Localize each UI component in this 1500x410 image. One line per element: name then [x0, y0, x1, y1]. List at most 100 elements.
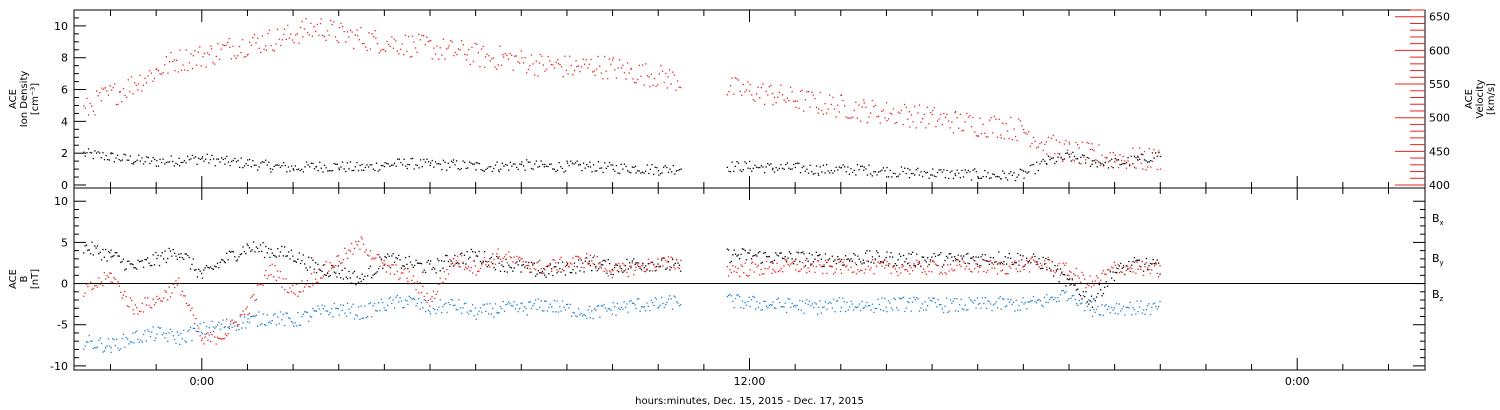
series-bz-seg1-point — [998, 262, 1000, 264]
series-bz-seg0-point — [380, 258, 382, 260]
ion-density-series-seg0-point — [180, 161, 182, 164]
ion-density-series-seg0-point — [164, 163, 166, 165]
series-bx-seg1-point — [927, 257, 929, 259]
series-bx-seg0-point — [556, 272, 558, 274]
ion-density-series-seg0-point — [405, 165, 407, 167]
series-bz-seg0-point — [94, 285, 96, 287]
ion-density-series-seg0-point — [649, 168, 652, 170]
series-bz-seg0-point — [669, 265, 671, 268]
series-by-seg1-point — [791, 302, 793, 304]
series-bx-seg0-point — [153, 264, 156, 266]
series-bz-seg0-point — [420, 292, 423, 294]
velocity-series-seg0-point — [614, 69, 616, 71]
ion-density-series-seg0-point — [675, 170, 678, 172]
series-bz-seg0-point — [431, 296, 433, 298]
velocity-series-seg0-point — [642, 64, 644, 66]
series-by-seg0-point — [149, 336, 152, 338]
series-bx-seg1-point — [1145, 257, 1147, 260]
series-bz-seg1-point — [1131, 268, 1133, 270]
series-by-seg0-point — [544, 300, 546, 302]
series-bx-seg0-point — [502, 265, 504, 268]
velocity-series-seg0-point — [126, 96, 128, 98]
series-bx-seg1-point — [874, 258, 876, 260]
series-bx-seg0-point — [638, 265, 640, 268]
ion-density-series-seg1-point — [908, 177, 911, 179]
velocity-series-seg1-point — [767, 94, 769, 96]
series-bx-seg1-point — [831, 255, 833, 257]
series-bz-seg0-point — [483, 257, 486, 259]
series-bz-seg1-point — [990, 260, 992, 262]
series-by-seg1-point — [838, 297, 840, 299]
ion-density-series-seg1-point — [1049, 159, 1051, 161]
velocity-series-seg0-point — [124, 94, 126, 96]
series-by-seg0-point — [420, 302, 423, 304]
series-by-seg1-point — [1120, 310, 1122, 312]
velocity-series-seg1-point — [807, 91, 810, 93]
series-by-seg0-point — [266, 314, 268, 316]
series-bz-seg0-point — [451, 262, 454, 264]
velocity-series-seg1-point — [918, 104, 921, 106]
series-bx-seg0-point — [479, 260, 482, 263]
series-bz-seg1-point — [1000, 270, 1002, 272]
ion-density-series-seg0-point — [600, 167, 603, 169]
velocity-series-seg0-point — [567, 73, 569, 75]
series-bz-seg1-point — [830, 265, 832, 267]
velocity-series-seg0-point — [474, 42, 476, 44]
series-bx-seg0-point — [657, 263, 659, 265]
ion-density-series-seg0-point — [456, 160, 458, 162]
series-bx-seg1-point — [844, 255, 847, 257]
series-bz-seg0-point — [129, 297, 131, 299]
velocity-series-seg0-point — [446, 48, 448, 50]
ion-density-series-seg1-point — [1147, 161, 1149, 163]
ion-density-series-seg1-point — [888, 176, 890, 178]
series-bx-seg0-point — [583, 271, 585, 273]
series-by-seg1-point — [802, 300, 804, 302]
series-by-seg0-point — [189, 326, 192, 328]
ion-density-series-seg0-point — [346, 162, 348, 164]
velocity-series-seg0-point — [170, 52, 172, 54]
series-by-seg0-point — [513, 301, 515, 303]
series-bx-seg0-point — [151, 264, 153, 267]
velocity-series-seg1-point — [799, 90, 802, 93]
series-by-seg0-point — [298, 324, 300, 327]
series-bz-seg1-point — [1081, 271, 1083, 274]
series-bz-seg0-point — [224, 333, 226, 335]
series-bz-seg1-point — [1058, 262, 1060, 265]
ion-density-series-seg0-point — [319, 161, 321, 163]
series-bx-seg0-point — [361, 273, 363, 275]
series-bx-seg0-point — [375, 272, 377, 274]
ion-density-series-seg0-point — [126, 159, 128, 161]
series-by-seg1-point — [745, 304, 748, 306]
velocity-series-seg0-point — [579, 71, 581, 73]
series-by-seg0-point — [317, 305, 319, 307]
velocity-series-seg1-point — [938, 118, 940, 120]
series-by-seg0-point — [425, 310, 427, 313]
series-bx-seg1-point — [1151, 263, 1153, 265]
series-bx-seg1-point — [792, 263, 795, 265]
velocity-series-seg0-point — [575, 60, 577, 62]
series-bx-seg1-point — [1000, 261, 1002, 264]
series-by-seg0-point — [622, 308, 624, 310]
velocity-series-seg1-point — [741, 94, 743, 96]
velocity-series-seg1-point — [941, 123, 943, 126]
series-bz-seg1-point — [880, 262, 882, 264]
series-bz-seg0-point — [478, 270, 480, 272]
series-bz-seg0-point — [412, 275, 414, 277]
series-by-seg0-point — [514, 308, 517, 310]
series-bx-seg0-point — [356, 276, 358, 278]
series-bx-seg1-point — [775, 252, 777, 254]
series-by-seg1-point — [893, 297, 895, 299]
ion-density-series-seg0-point — [666, 166, 668, 169]
series-bx-seg0-point — [111, 255, 114, 258]
series-bx-seg1-point — [826, 261, 828, 264]
ion-density-series-seg0-point — [377, 170, 379, 172]
velocity-series-seg0-point — [640, 75, 642, 78]
ion-density-series-seg0-point — [607, 165, 609, 167]
series-by-seg0-point — [211, 320, 213, 322]
series-bx-seg1-point — [907, 263, 909, 265]
series-bz-seg0-point — [156, 295, 158, 297]
series-bz-seg0-point — [389, 273, 392, 275]
series-by-seg1-point — [909, 297, 911, 299]
velocity-series-seg0-point — [155, 68, 157, 70]
series-bx-seg0-point — [505, 258, 507, 260]
